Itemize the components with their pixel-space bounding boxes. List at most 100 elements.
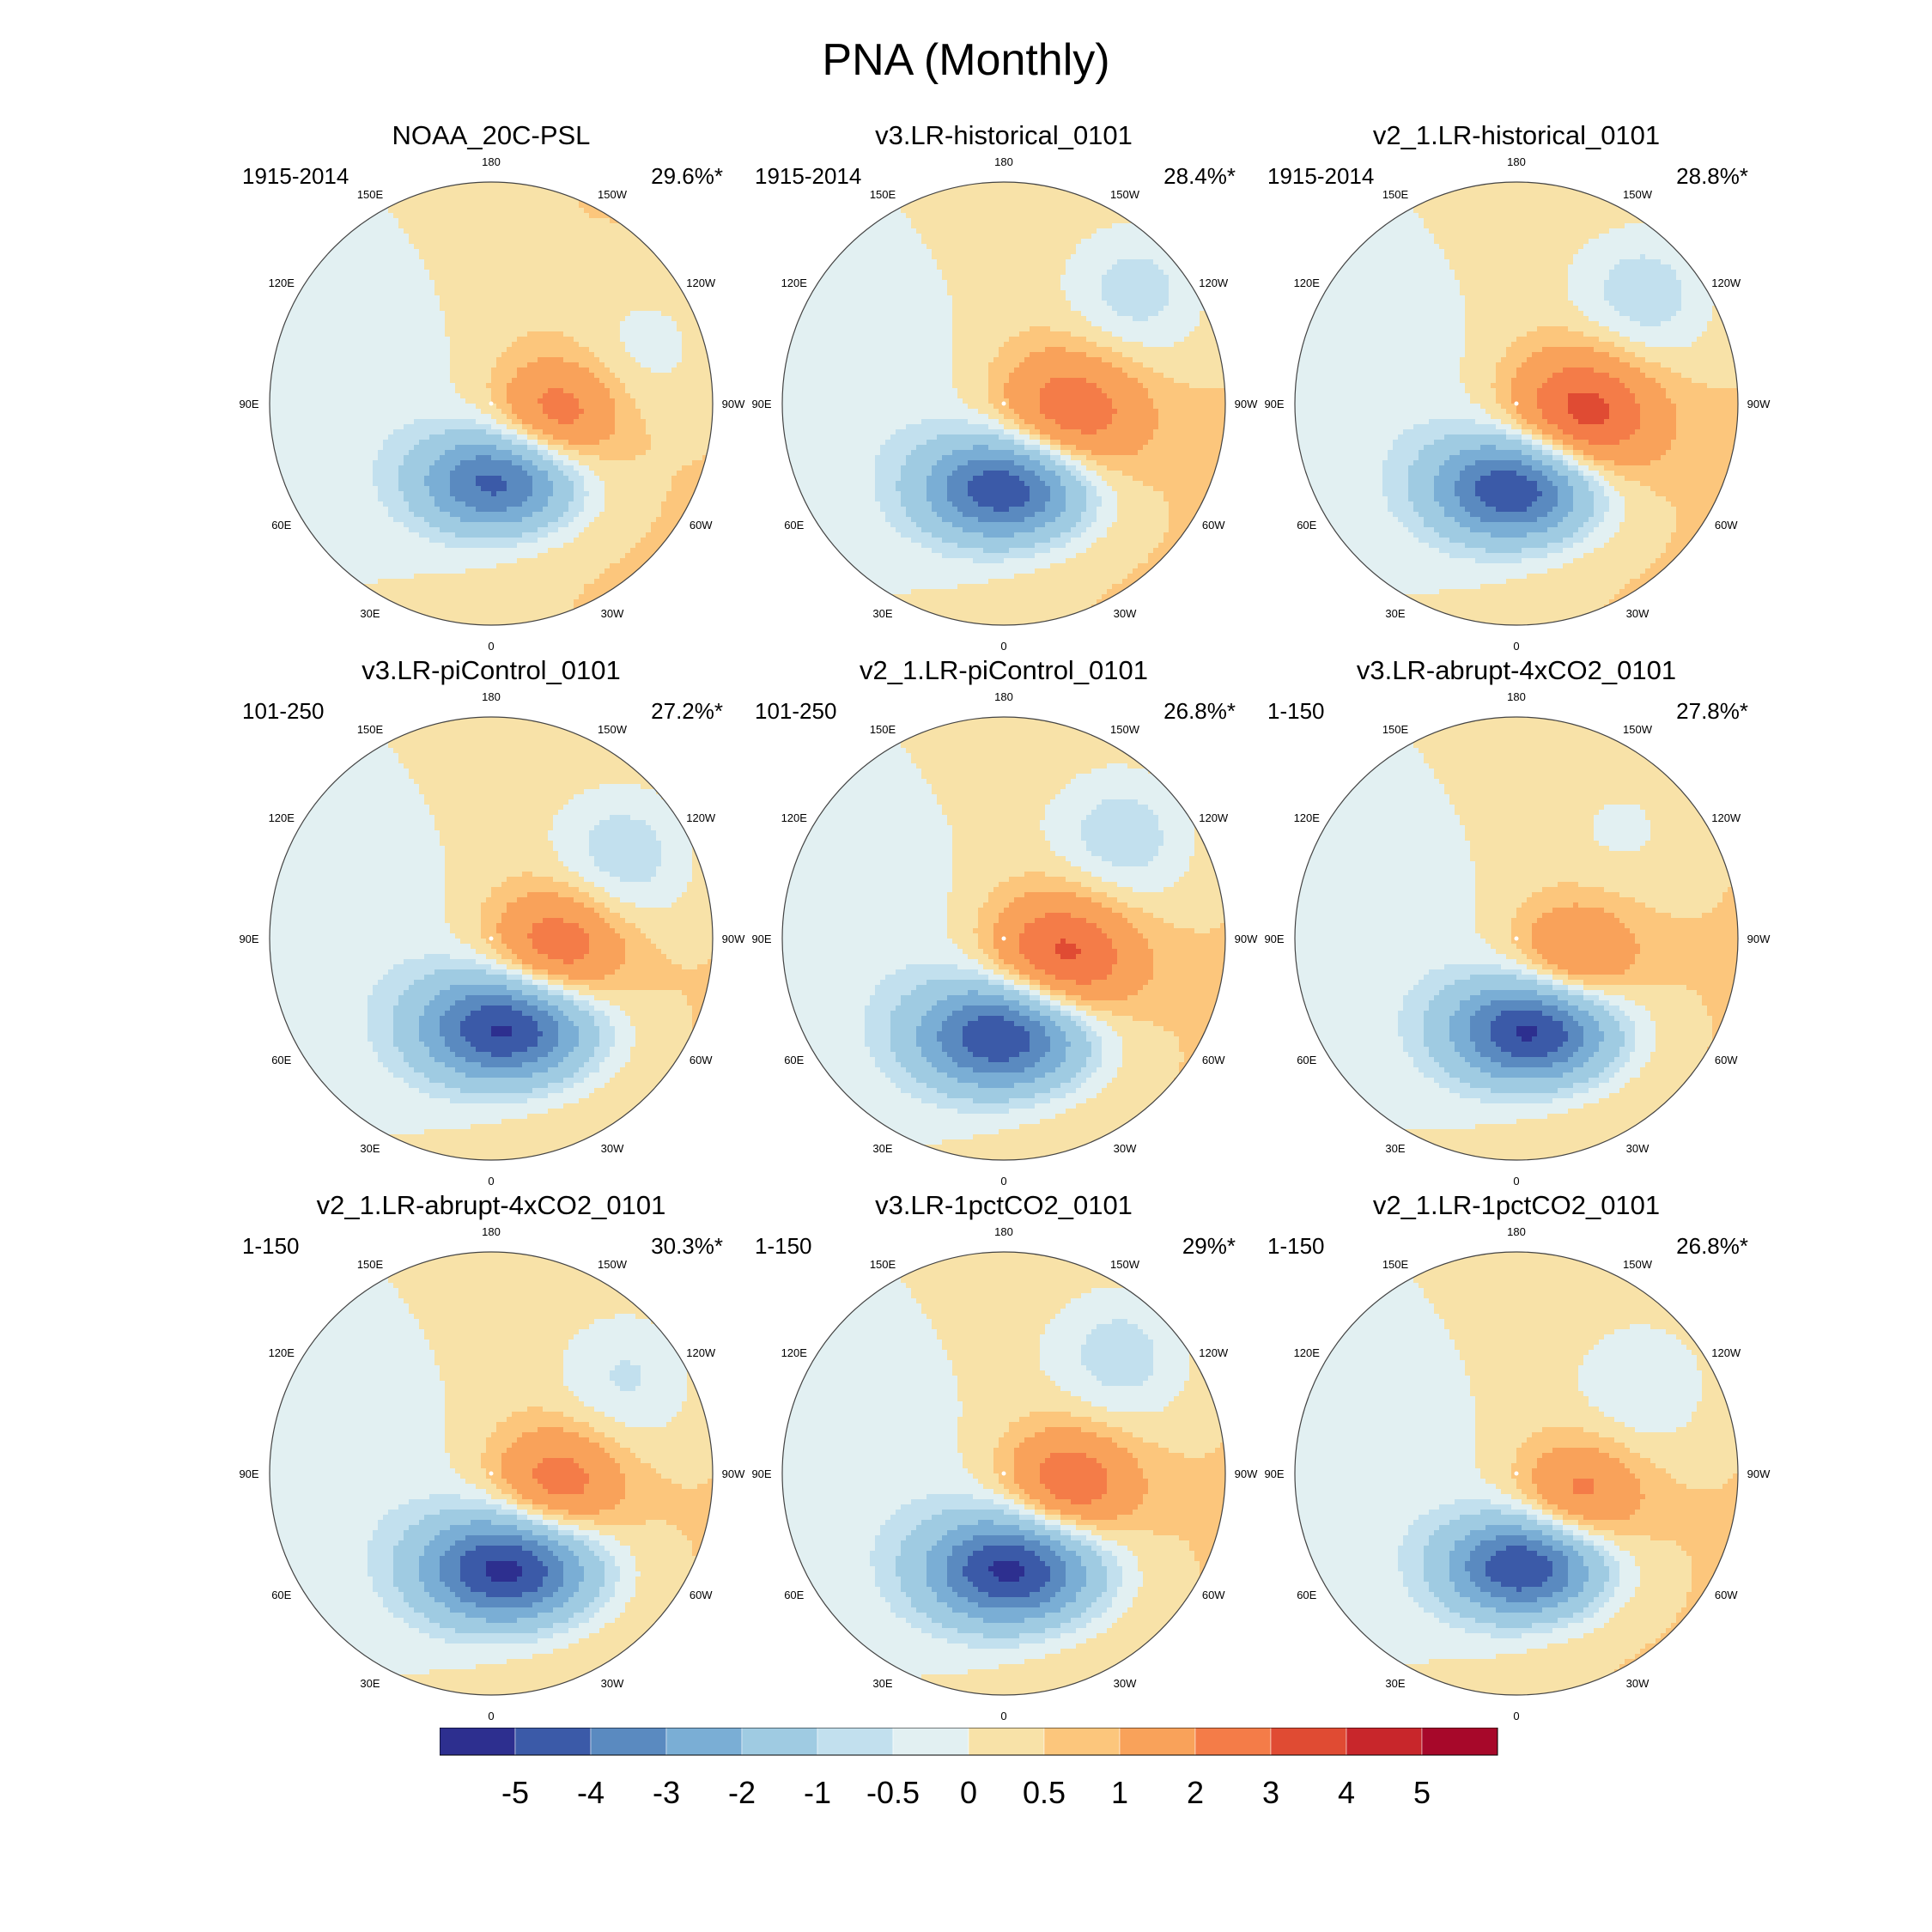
field-cell	[393, 326, 399, 332]
field-cell	[368, 368, 374, 374]
field-cell	[563, 393, 569, 399]
field-cell	[362, 383, 368, 389]
field-cell	[368, 357, 374, 363]
field-cell	[455, 460, 461, 466]
field-cell	[357, 234, 363, 240]
field-cell	[610, 280, 616, 286]
field-cell	[656, 409, 662, 415]
field-cell	[496, 393, 502, 399]
field-cell	[589, 197, 595, 204]
field-cell	[321, 244, 327, 250]
field-cell	[527, 434, 533, 440]
field-cell	[368, 414, 374, 420]
field-cell	[290, 306, 296, 312]
field-cell	[615, 393, 621, 399]
field-cell	[393, 295, 399, 301]
field-cell	[326, 491, 332, 497]
field-cell	[440, 476, 446, 482]
field-cell	[620, 357, 626, 363]
field-cell	[388, 434, 394, 440]
field-cell	[584, 455, 590, 461]
field-cell	[275, 455, 281, 461]
field-cell	[429, 347, 435, 353]
field-cell	[507, 373, 513, 379]
field-cell	[373, 501, 379, 507]
field-cell	[352, 352, 358, 358]
field-cell	[301, 398, 307, 404]
field-cell	[605, 213, 611, 219]
field-cell	[568, 378, 574, 384]
field-cell	[280, 347, 286, 353]
field-cell	[301, 419, 307, 425]
field-cell	[424, 244, 430, 250]
field-cell	[311, 270, 317, 276]
field-cell	[306, 342, 312, 348]
field-cell	[599, 383, 605, 389]
field-cell	[378, 357, 384, 363]
field-cell	[481, 378, 487, 384]
field-cell	[491, 388, 497, 394]
field-cell	[450, 434, 456, 440]
field-cell	[414, 218, 420, 224]
field-cell	[501, 429, 507, 435]
field-cell	[661, 301, 667, 307]
field-cell	[424, 228, 430, 234]
field-cell	[306, 357, 312, 363]
field-cell	[460, 264, 466, 270]
field-cell	[429, 398, 435, 404]
field-cell	[708, 347, 713, 353]
field-cell	[491, 450, 497, 456]
field-cell	[337, 404, 343, 410]
field-cell	[512, 393, 518, 399]
field-cell	[661, 275, 667, 281]
field-cell	[486, 424, 492, 430]
field-cell	[429, 393, 435, 399]
field-cell	[398, 270, 404, 276]
field-cell	[708, 424, 713, 430]
field-cell	[661, 450, 667, 456]
field-cell	[311, 264, 317, 270]
field-cell	[630, 383, 636, 389]
field-cell	[321, 378, 327, 384]
field-cell	[285, 316, 291, 322]
field-cell	[321, 388, 327, 394]
field-cell	[404, 455, 410, 461]
field-cell	[625, 512, 631, 518]
field-cell	[388, 404, 394, 410]
field-cell	[625, 393, 631, 399]
field-cell	[702, 445, 708, 451]
field-cell	[651, 357, 657, 363]
field-cell	[357, 342, 363, 348]
field-cell	[316, 414, 322, 420]
field-cell	[625, 270, 631, 276]
field-cell	[455, 213, 461, 219]
field-cell	[651, 476, 657, 482]
field-cell	[373, 321, 379, 327]
field-cell	[651, 398, 657, 404]
field-cell	[357, 228, 363, 234]
field-cell	[455, 409, 461, 415]
field-cell	[424, 378, 430, 384]
field-cell	[368, 337, 374, 343]
field-cell	[368, 409, 374, 415]
field-cell	[548, 352, 554, 358]
field-cell	[404, 321, 410, 327]
field-cell	[424, 321, 430, 327]
field-cell	[434, 465, 440, 471]
field-cell	[615, 234, 621, 240]
field-cell	[393, 424, 399, 430]
field-cell	[708, 388, 713, 394]
field-cell	[321, 486, 327, 492]
field-cell	[455, 337, 461, 343]
field-cell	[404, 342, 410, 348]
field-cell	[486, 419, 492, 425]
field-cell	[352, 517, 358, 523]
field-cell	[491, 445, 497, 451]
field-cell	[476, 481, 482, 487]
field-cell	[563, 208, 569, 214]
field-cell	[450, 501, 456, 507]
field-cell	[388, 450, 394, 456]
field-cell	[378, 512, 384, 518]
field-cell	[409, 450, 415, 456]
field-cell	[651, 445, 657, 451]
